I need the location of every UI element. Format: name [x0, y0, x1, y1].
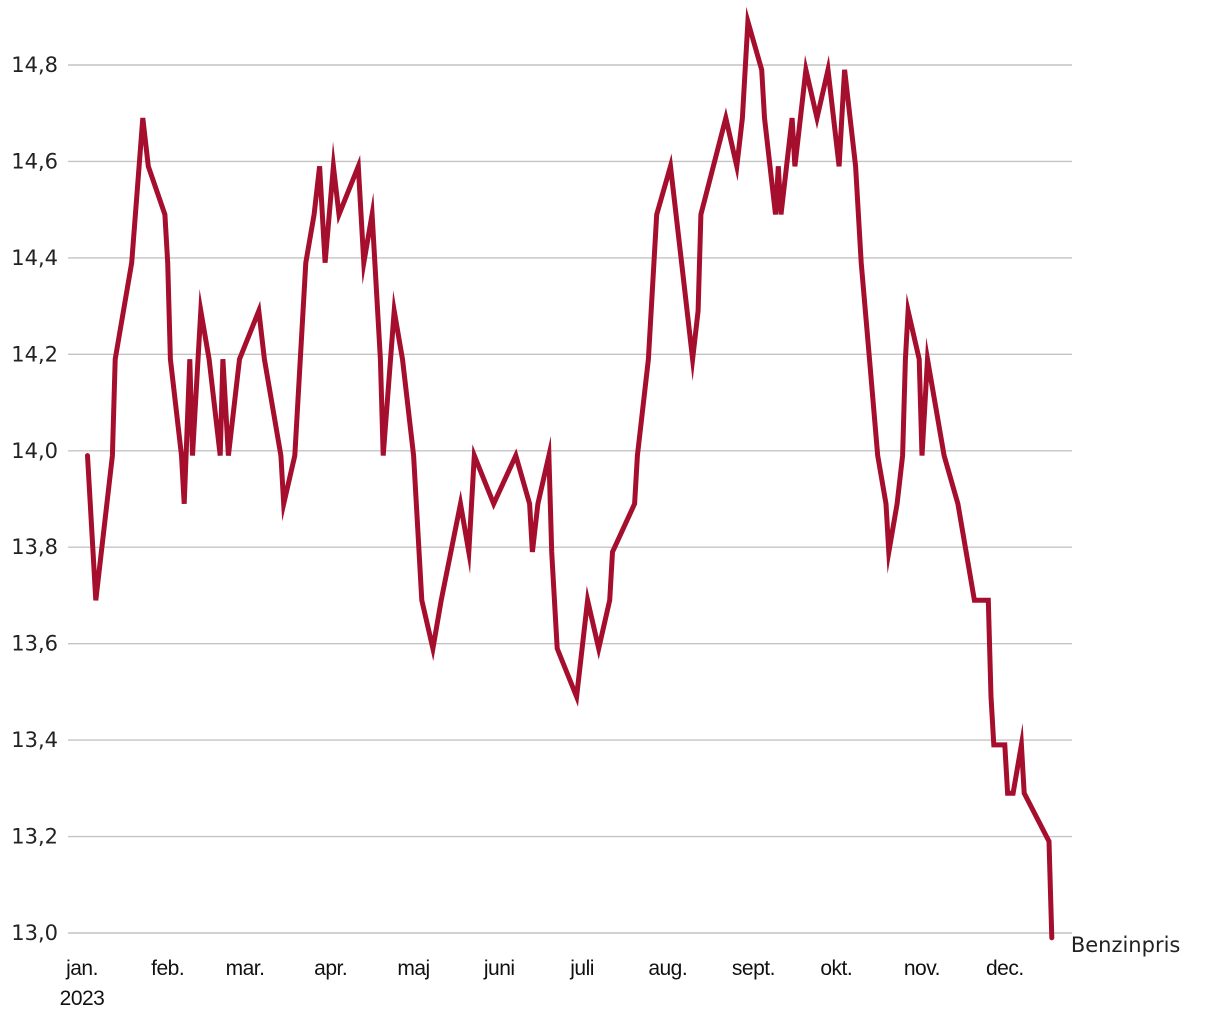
- y-tick-label: 14,6: [11, 149, 58, 173]
- x-tick-label: dec.: [986, 957, 1024, 980]
- x-tick-label: sept.: [732, 957, 775, 980]
- x-tick-label: juni: [483, 957, 515, 980]
- x-tick-label: mar.: [226, 957, 265, 980]
- x-tick-year-label: 2023: [60, 987, 105, 1010]
- y-tick-label: 13,4: [11, 728, 58, 752]
- y-tick-label: 13,8: [11, 535, 58, 559]
- y-tick-label: 14,8: [11, 53, 58, 77]
- x-tick-label: feb.: [151, 957, 184, 980]
- x-tick-label: nov.: [904, 957, 940, 980]
- y-tick-label: 13,2: [11, 825, 58, 849]
- y-tick-label: 13,6: [11, 632, 58, 656]
- series-line: [85, 6, 1055, 941]
- y-axis-tick-labels: 13,0 13,2 13,4 13,6 13,8 14,0 14,2 14,4 14,6 14,8: [11, 53, 58, 945]
- x-tick-label: okt.: [820, 957, 852, 980]
- x-tick-label: apr.: [314, 957, 347, 980]
- y-tick-label: 14,0: [11, 439, 58, 463]
- y-tick-label: 13,0: [11, 921, 58, 945]
- series-labels: Benzinpris: [1071, 933, 1181, 957]
- x-tick-label: aug.: [648, 957, 687, 980]
- x-tick-label: maj: [397, 957, 429, 980]
- x-axis-tick-labels: jan. 2023 feb. mar. apr. maj juni juli aug. sept.…: [60, 957, 1025, 1010]
- y-tick-label: 14,4: [11, 246, 58, 270]
- series-lines: [85, 6, 1055, 941]
- x-tick-label: jan.: [65, 957, 98, 980]
- x-tick-label: juli: [569, 957, 594, 980]
- y-tick-label: 14,2: [11, 342, 58, 366]
- series-label: Benzinpris: [1071, 933, 1181, 957]
- gridlines: [68, 64, 1072, 934]
